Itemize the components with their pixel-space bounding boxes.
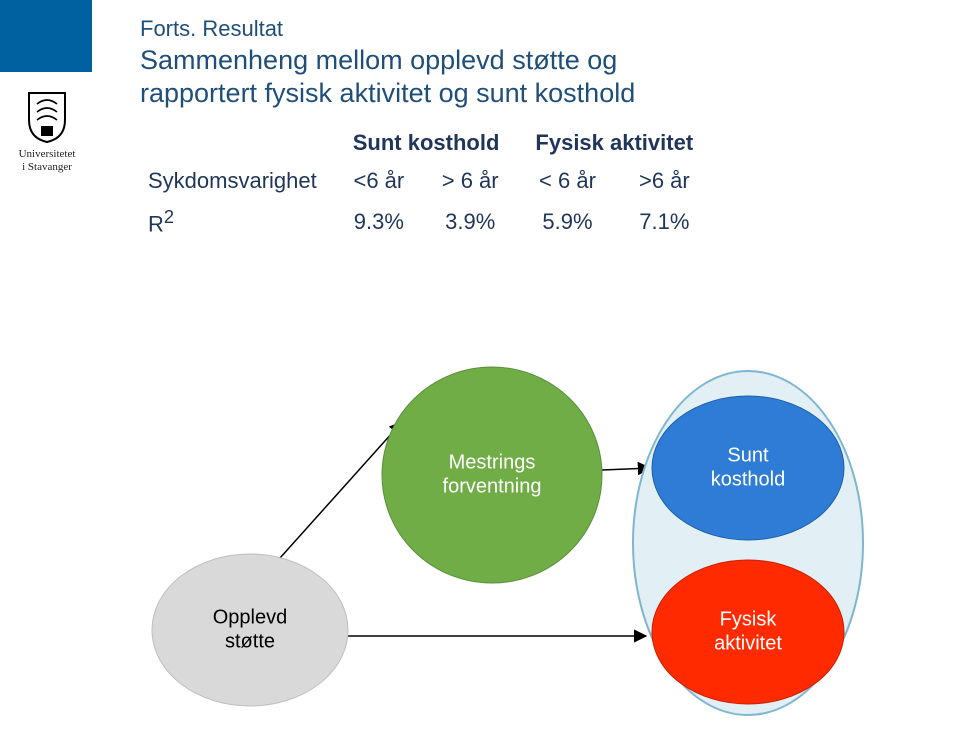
cell: <6 år bbox=[335, 162, 423, 200]
pretitle: Forts. Resultat bbox=[140, 16, 935, 42]
sidebar-blue-block bbox=[0, 0, 92, 72]
row-label-1-sup: 2 bbox=[164, 206, 174, 227]
node-fysisk-label: aktivitet bbox=[714, 632, 782, 654]
cell: >6 år bbox=[618, 162, 712, 200]
node-mestring-label: Mestrings bbox=[449, 451, 536, 473]
col-group-2: Fysisk aktivitet bbox=[517, 124, 711, 162]
table-header-row: Sunt kosthold Fysisk aktivitet bbox=[148, 124, 711, 162]
logo-text-line2: i Stavanger bbox=[12, 161, 82, 174]
cell: 9.3% bbox=[335, 200, 423, 243]
logo-shield-icon bbox=[26, 90, 68, 144]
sidebar: Universitetet i Stavanger bbox=[0, 0, 120, 737]
title-line2: rapportert fysisk aktivitet og sunt kost… bbox=[140, 78, 635, 108]
node-fysisk: Fysiskaktivitet bbox=[652, 560, 844, 704]
node-sunt: Suntkosthold bbox=[652, 396, 844, 540]
row-label-0: Sykdomsvarighet bbox=[148, 162, 335, 200]
title-line1: Sammenheng mellom opplevd støtte og bbox=[140, 45, 617, 75]
node-sunt-label: Sunt bbox=[727, 444, 769, 466]
table-row: R2 9.3% 3.9% 5.9% 7.1% bbox=[148, 200, 711, 243]
node-fysisk-label: Fysisk bbox=[720, 608, 778, 630]
diagram: OpplevdstøtteMestringsforventningSuntkos… bbox=[140, 340, 920, 720]
node-mestring-label: forventning bbox=[443, 475, 542, 497]
node-mestring: Mestringsforventning bbox=[382, 367, 602, 583]
logo-text-line1: Universitetet bbox=[12, 148, 82, 161]
cell: 5.9% bbox=[517, 200, 617, 243]
node-opplevd: Opplevdstøtte bbox=[152, 554, 348, 706]
table-row: Sykdomsvarighet <6 år > 6 år < 6 år >6 å… bbox=[148, 162, 711, 200]
cell: < 6 år bbox=[517, 162, 617, 200]
diagram-svg: OpplevdstøtteMestringsforventningSuntkos… bbox=[140, 340, 920, 720]
results-table: Sunt kosthold Fysisk aktivitet Sykdomsva… bbox=[148, 124, 711, 243]
page-title: Sammenheng mellom opplevd støtte og rapp… bbox=[140, 44, 935, 110]
cell: 7.1% bbox=[618, 200, 712, 243]
edge-mestring-sunt bbox=[602, 468, 650, 470]
content-area: Forts. Resultat Sammenheng mellom opplev… bbox=[140, 16, 935, 243]
cell: > 6 år bbox=[423, 162, 517, 200]
col-group-1: Sunt kosthold bbox=[335, 124, 518, 162]
node-opplevd-label: støtte bbox=[225, 630, 275, 652]
row-label-1-text: R bbox=[148, 211, 164, 236]
node-sunt-label: kosthold bbox=[711, 468, 786, 490]
cell: 3.9% bbox=[423, 200, 517, 243]
university-logo: Universitetet i Stavanger bbox=[12, 90, 82, 174]
node-opplevd-label: Opplevd bbox=[213, 606, 288, 628]
row-label-1: R2 bbox=[148, 200, 335, 243]
